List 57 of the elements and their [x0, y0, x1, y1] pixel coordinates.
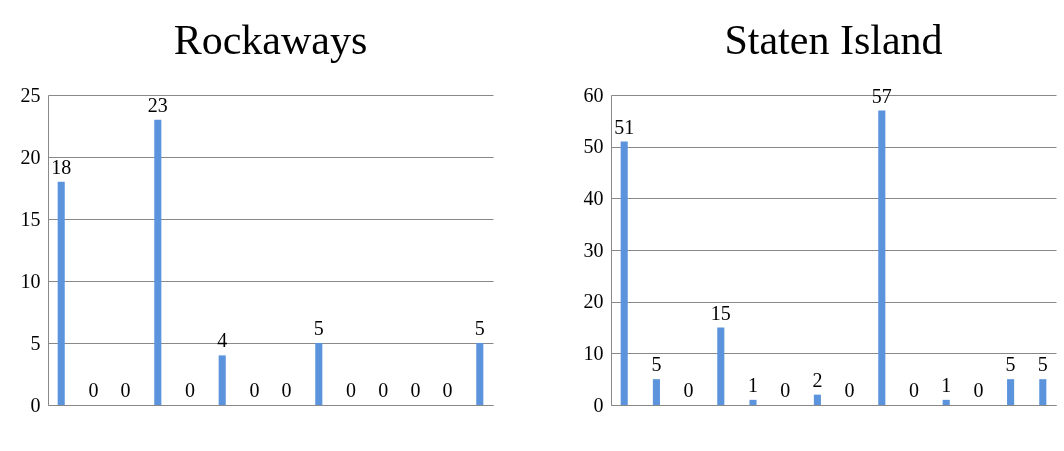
- y-tick-label: 20: [583, 290, 604, 313]
- data-label: 0: [844, 379, 855, 401]
- data-label: 0: [281, 379, 292, 401]
- y-tick-label: 5: [30, 331, 41, 354]
- data-label: 51: [614, 115, 635, 138]
- y-tick-label: 0: [30, 393, 41, 416]
- data-label: 5: [1005, 353, 1016, 376]
- data-label: 1: [748, 373, 758, 396]
- y-tick-label: 50: [583, 135, 604, 158]
- y-tick-label: 15: [20, 207, 41, 230]
- data-label: 0: [973, 379, 984, 401]
- bar: [1007, 379, 1015, 405]
- y-tick-label: 0: [593, 393, 604, 416]
- data-label: 0: [378, 379, 389, 401]
- data-label: 0: [120, 379, 131, 401]
- bar: [218, 355, 226, 405]
- y-tick-label: 20: [20, 145, 41, 168]
- data-label: 15: [710, 301, 731, 324]
- bar: [813, 394, 821, 405]
- y-tick-label: 40: [583, 186, 604, 209]
- bar: [620, 141, 628, 405]
- data-label: 0: [442, 379, 453, 401]
- bar: [315, 343, 323, 405]
- data-label: 2: [812, 368, 823, 391]
- data-label: 0: [88, 379, 99, 401]
- data-label: 4: [217, 329, 228, 352]
- data-label: 0: [780, 379, 791, 401]
- bar: [476, 343, 484, 405]
- data-label: 5: [1037, 353, 1048, 376]
- data-label: 5: [651, 353, 662, 376]
- bar: [154, 119, 162, 405]
- data-label: 57: [871, 84, 892, 107]
- data-label: 0: [346, 379, 356, 401]
- data-label: 0: [683, 379, 694, 401]
- y-tick-label: 10: [583, 341, 604, 364]
- bar: [57, 181, 65, 405]
- data-label: 18: [51, 155, 72, 178]
- data-label: 0: [410, 379, 421, 401]
- data-label: 0: [249, 379, 260, 401]
- y-tick-label: 30: [583, 238, 604, 261]
- bar: [652, 379, 660, 405]
- y-tick-label: 10: [20, 269, 41, 292]
- bar: [1039, 379, 1047, 405]
- data-label: 23: [147, 93, 168, 116]
- data-label: 1: [941, 373, 952, 396]
- y-tick-label: 25: [20, 83, 41, 106]
- y-tick-label: 60: [583, 83, 604, 106]
- data-label: 0: [909, 379, 919, 401]
- chart-title: Rockaways: [173, 17, 368, 63]
- bar: [942, 399, 950, 405]
- data-label: 0: [185, 379, 195, 401]
- data-label: 5: [313, 317, 324, 339]
- bar: [878, 110, 886, 405]
- bar: [749, 399, 757, 405]
- chart-title: Staten Island: [724, 17, 943, 63]
- bar: [717, 327, 725, 405]
- data-label: 5: [474, 317, 485, 339]
